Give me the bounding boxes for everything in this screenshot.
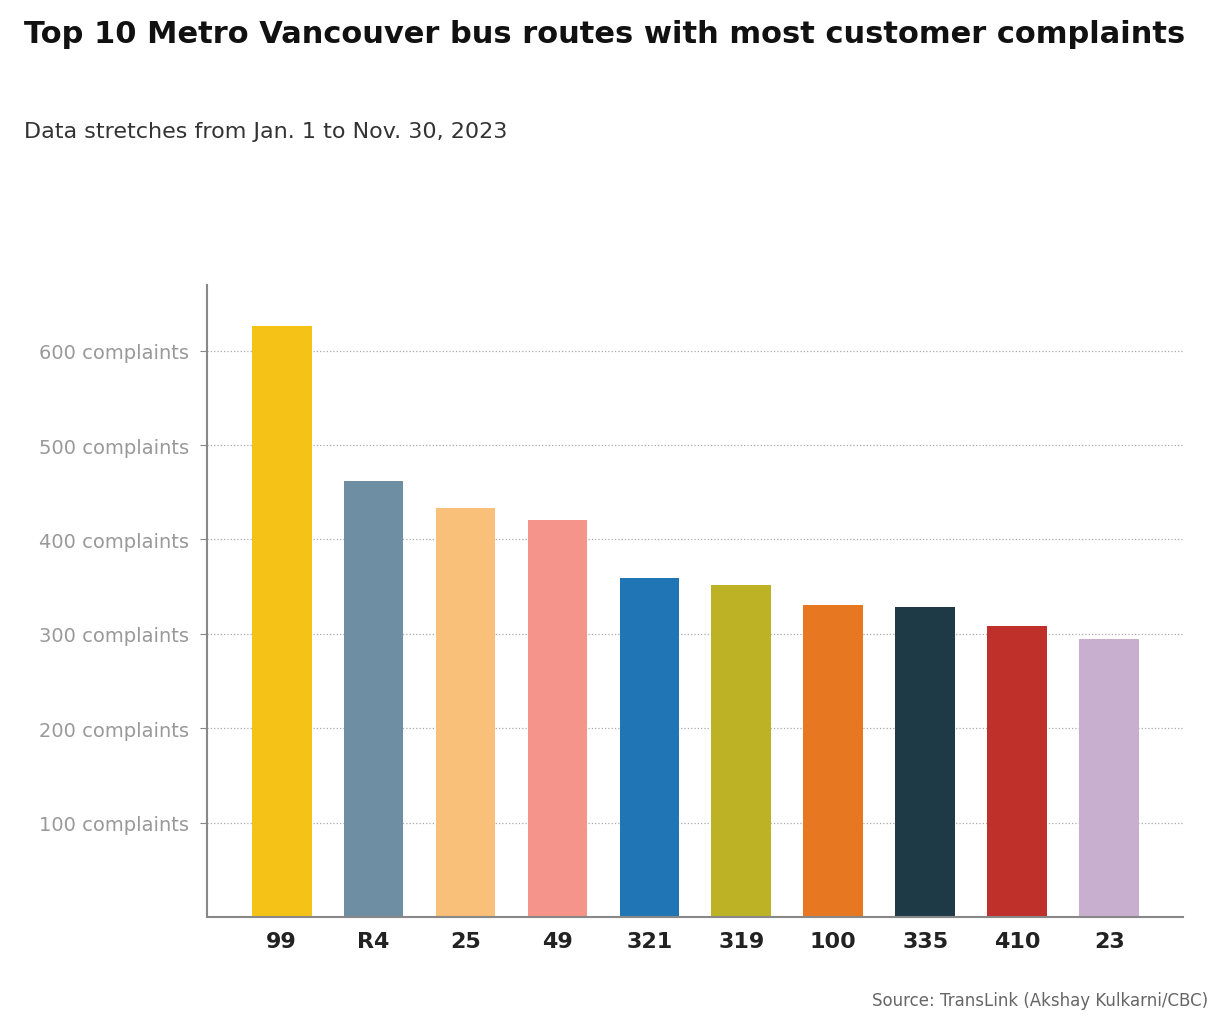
Text: Top 10 Metro Vancouver bus routes with most customer complaints: Top 10 Metro Vancouver bus routes with m… bbox=[24, 20, 1186, 49]
Text: Data stretches from Jan. 1 to Nov. 30, 2023: Data stretches from Jan. 1 to Nov. 30, 2… bbox=[24, 122, 508, 143]
Bar bbox=[620, 579, 680, 917]
Bar bbox=[344, 481, 404, 917]
Bar bbox=[987, 627, 1047, 917]
Bar bbox=[804, 605, 864, 917]
Bar bbox=[711, 585, 771, 917]
Bar bbox=[436, 508, 495, 917]
Bar bbox=[895, 607, 955, 917]
Bar bbox=[1080, 639, 1139, 917]
Text: Source: TransLink (Akshay Kulkarni/CBC): Source: TransLink (Akshay Kulkarni/CBC) bbox=[871, 990, 1208, 1009]
Bar bbox=[251, 327, 311, 917]
Bar bbox=[527, 520, 587, 917]
